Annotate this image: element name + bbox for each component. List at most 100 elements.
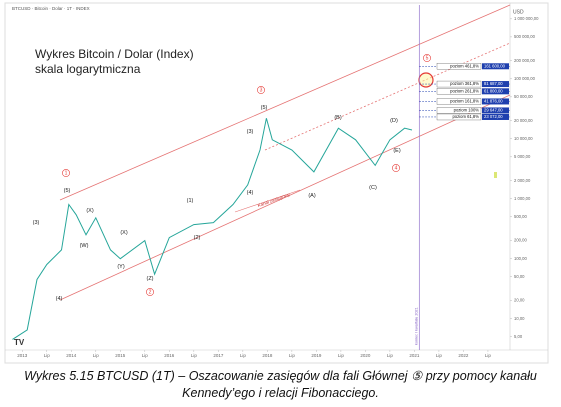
channel-upper bbox=[59, 4, 511, 201]
y-tick-label: 20 000,00 bbox=[514, 118, 533, 123]
x-tick-label: Lip bbox=[44, 353, 51, 358]
x-tick-label: 2014 bbox=[66, 353, 77, 358]
wave-label: (Y) bbox=[117, 264, 125, 270]
x-tick-label: 2013 bbox=[17, 353, 28, 358]
wave-label: (W) bbox=[80, 243, 89, 249]
x-tick-label: 2019 bbox=[311, 353, 322, 358]
fib-label: poziom 100% bbox=[454, 108, 480, 113]
wave-label: 4 bbox=[395, 166, 398, 172]
y-tick-label: 1 000 000,00 bbox=[514, 16, 539, 21]
x-tick-label: Lip bbox=[93, 353, 100, 358]
wave-label: (C) bbox=[369, 185, 377, 191]
fib-label: poziom 361,8% bbox=[450, 81, 479, 86]
x-tick-label: Lip bbox=[485, 353, 492, 358]
wave-label: 3 bbox=[260, 88, 263, 94]
x-tick-label: 2022 bbox=[458, 353, 469, 358]
fib-value-bg bbox=[482, 63, 509, 70]
caption: Wykres 5.15 BTCUSD (1T) – Oszacowanie za… bbox=[24, 369, 537, 400]
wave-label: (5) bbox=[261, 105, 268, 111]
fib-value-label: 161 600,00 bbox=[484, 63, 506, 68]
x-tick-label: Lip bbox=[191, 353, 198, 358]
x-tick-label: 2021 bbox=[409, 353, 420, 358]
wave-circle bbox=[257, 86, 265, 94]
wave-label: (D) bbox=[390, 118, 398, 124]
fib-label-bg bbox=[436, 113, 482, 121]
fib-label: poziom 261,8% bbox=[450, 88, 479, 93]
wave-label: 2 bbox=[149, 290, 152, 296]
fib-value-label: 23 072,00 bbox=[484, 114, 503, 119]
time-marker-label: koniec I kwartału 2021 bbox=[414, 307, 418, 345]
wave-circle bbox=[62, 169, 70, 177]
x-tick-label: Lip bbox=[436, 353, 443, 358]
y-tick-label: 500 000,00 bbox=[514, 34, 536, 39]
wave-label: 1 bbox=[65, 171, 68, 177]
x-tick-label: Lip bbox=[387, 353, 394, 358]
wave-label: (B) bbox=[334, 115, 342, 121]
wave-circle bbox=[146, 288, 154, 296]
price-line bbox=[12, 118, 413, 340]
y-tick-label: 5,00 bbox=[514, 334, 523, 339]
x-tick-label: Lip bbox=[289, 353, 296, 358]
fib-value-bg bbox=[482, 98, 509, 105]
y-tick-label: 50 000,00 bbox=[514, 94, 533, 99]
x-tick-label: Lip bbox=[240, 353, 247, 358]
y-tick-label: 5 000,00 bbox=[514, 154, 531, 159]
wave-label: (X) bbox=[86, 208, 94, 214]
channel-mid bbox=[264, 42, 511, 151]
wave-label: (X) bbox=[120, 230, 128, 236]
wave-label: (4) bbox=[247, 190, 254, 196]
wave-label: (1) bbox=[187, 198, 194, 204]
marker bbox=[494, 172, 497, 178]
wave-label: (A) bbox=[308, 193, 316, 199]
y-tick-label: 10 000,00 bbox=[514, 136, 533, 141]
chart-subtitle: skala logarytmiczna bbox=[35, 62, 141, 76]
fib-label-bg bbox=[436, 63, 482, 70]
fib-label: poziom 61,8% bbox=[452, 114, 479, 119]
x-tick-label: 2016 bbox=[164, 353, 175, 358]
fib-value-bg bbox=[482, 88, 509, 95]
y-tick-label: 200,00 bbox=[514, 238, 527, 243]
wave-label: (5) bbox=[64, 188, 71, 194]
wave-circle bbox=[423, 54, 431, 62]
wave-label: 5 bbox=[426, 56, 429, 62]
fib-label: poziom 461,8% bbox=[450, 63, 479, 68]
x-tick-label: 2015 bbox=[115, 353, 126, 358]
fib-value-label: 81 687,00 bbox=[484, 81, 503, 86]
channel-segment bbox=[234, 189, 301, 213]
fib-value-bg bbox=[482, 107, 509, 114]
y-tick-label: 50,00 bbox=[514, 274, 525, 279]
fib-value-label: 29 647,00 bbox=[484, 108, 503, 113]
fib-value-bg bbox=[482, 113, 509, 120]
fib-label-bg bbox=[436, 88, 482, 95]
x-tick-label: Lip bbox=[338, 353, 345, 358]
channel-lower bbox=[59, 94, 511, 301]
x-tick-label: 2017 bbox=[213, 353, 224, 358]
fib-label-bg bbox=[436, 107, 482, 114]
y-tick-label: 100 000,00 bbox=[514, 76, 536, 81]
fib-label-bg bbox=[436, 80, 482, 88]
fib-value-label: 61 800,00 bbox=[484, 88, 503, 93]
header: BTCUSD · Bitcoin · Dolar · 1T · INDEX bbox=[12, 6, 90, 11]
fib-label-bg bbox=[436, 98, 482, 105]
fib-value-label: 41 876,00 bbox=[484, 99, 503, 104]
y-tick-label: 500,00 bbox=[514, 214, 527, 219]
wave-label: (3) bbox=[247, 129, 254, 135]
x-tick-label: 2018 bbox=[262, 353, 273, 358]
y-tick-label: 100,00 bbox=[514, 256, 527, 261]
y-tick-label: 20,00 bbox=[514, 298, 525, 303]
wave-label: (3) bbox=[33, 220, 40, 226]
target-circle bbox=[418, 72, 434, 88]
wave-circle bbox=[392, 164, 400, 172]
y-tick-label: 10,00 bbox=[514, 316, 525, 321]
chart: BTCUSD · Bitcoin · Dolar · 1T · INDEX Wy… bbox=[4, 2, 549, 364]
x-tick-label: Lip bbox=[142, 353, 149, 358]
y-unit: USD bbox=[513, 9, 524, 15]
x-tick-label: 2020 bbox=[360, 353, 371, 358]
y-tick-label: 2 000,00 bbox=[514, 178, 531, 183]
chart-title: Wykres Bitcoin / Dolar (Index) bbox=[35, 47, 194, 61]
wave-label: (4) bbox=[56, 296, 63, 302]
wave-label: (Z) bbox=[146, 276, 153, 282]
fib-value-bg bbox=[482, 81, 509, 88]
logo: TV bbox=[14, 338, 25, 347]
